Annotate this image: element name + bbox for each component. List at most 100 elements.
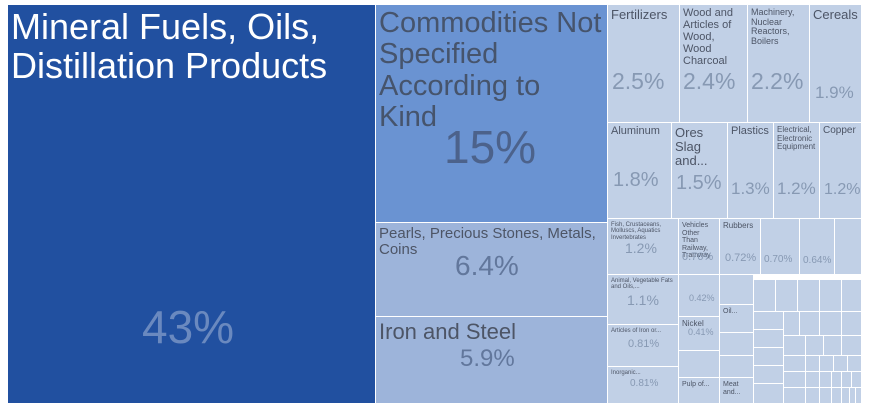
treemap-tile[interactable]: 0.70% — [761, 219, 800, 275]
treemap-tile[interactable]: Cereals 1.9% — [810, 5, 862, 123]
treemap-small-tile[interactable] — [720, 333, 754, 356]
treemap-small-tile[interactable] — [720, 356, 754, 378]
treemap-small-tile[interactable] — [720, 275, 754, 305]
treemap-small-tile[interactable] — [856, 388, 862, 404]
treemap-small-tile[interactable] — [832, 388, 842, 404]
treemap-small-tile[interactable] — [820, 280, 842, 312]
treemap-small-tile[interactable] — [806, 356, 820, 372]
treemap-small-tile[interactable] — [776, 280, 798, 312]
treemap-small-tile[interactable] — [834, 356, 848, 372]
treemap-tile[interactable]: Mineral Fuels, Oils, Distillation Produc… — [8, 5, 376, 404]
treemap-tile[interactable]: Electrical, Electronic Equipment 1.2% — [774, 123, 820, 219]
treemap-tile[interactable]: Copper 1.2% — [820, 123, 862, 219]
tile-label: Pulp of... — [682, 381, 710, 388]
tile-share: 0.42% — [689, 293, 715, 303]
treemap-small-tile[interactable] — [679, 351, 720, 378]
tile-share: 43% — [142, 301, 235, 353]
tile-share: 15% — [444, 121, 537, 173]
treemap-tile[interactable]: Machinery, Nuclear Reactors, Boilers 2.2% — [748, 5, 810, 123]
tile-share: 0.72% — [725, 252, 757, 264]
treemap-tile[interactable]: Inorganic... 0.81% — [608, 367, 679, 404]
treemap-small-tile[interactable] — [832, 372, 842, 388]
tile-share: 1.2% — [625, 240, 657, 256]
treemap-small-tile[interactable] — [798, 280, 820, 312]
treemap-small-tile[interactable] — [835, 219, 862, 275]
tile-share: 1.5% — [676, 172, 722, 194]
treemap-tile[interactable]: 0.42% — [679, 275, 720, 317]
tile-label: Aluminum — [611, 125, 660, 137]
treemap-small-tile[interactable] — [800, 312, 820, 336]
treemap-small-tile[interactable] — [754, 366, 784, 384]
treemap-small-tile[interactable] — [806, 336, 824, 356]
tile-share: 1.8% — [613, 169, 659, 191]
tile-label: Ores Slag and... — [675, 125, 708, 169]
tile-label: Articles of Iron or... — [611, 328, 662, 334]
tile-label: Mineral Fuels, Oils, Distillation Produc… — [11, 6, 328, 86]
treemap-tile[interactable]: Fertilizers 2.5% — [608, 5, 680, 123]
treemap-tile[interactable]: Oil... — [720, 305, 754, 333]
treemap-tile[interactable]: Rubbers 0.72% — [720, 219, 761, 275]
treemap-small-tile[interactable] — [850, 388, 856, 404]
treemap-small-tile[interactable] — [820, 312, 842, 336]
treemap-small-tile[interactable] — [842, 336, 862, 356]
treemap-small-tile[interactable] — [842, 372, 852, 388]
tile-label: Animal, Vegetable Fats and Oils,... — [611, 278, 673, 291]
treemap-small-tile[interactable] — [852, 372, 862, 388]
tile-share: 1.3% — [731, 179, 770, 198]
tile-label: Plastics — [731, 125, 769, 137]
treemap-tile[interactable]: Fish, Crustaceans, Molluscs, Aquatics In… — [608, 219, 679, 275]
treemap-small-tile[interactable] — [754, 312, 784, 330]
treemap-small-tile[interactable] — [784, 312, 800, 336]
treemap-small-tile[interactable] — [820, 372, 832, 388]
treemap-small-tile[interactable] — [842, 388, 850, 404]
treemap-tile[interactable]: Animal, Vegetable Fats and Oils,... 1.1% — [608, 275, 679, 325]
tile-share: 5.9% — [460, 345, 515, 372]
tile-label: Machinery, Nuclear Reactors, Boilers — [751, 7, 795, 47]
treemap-small-tile[interactable] — [784, 388, 806, 404]
tile-share: 0.76% — [682, 251, 714, 263]
treemap-small-tile[interactable] — [784, 372, 806, 388]
tile-label: Electrical, Electronic Equipment — [777, 125, 816, 152]
tile-share: 0.64% — [803, 255, 832, 266]
tile-label: Fertilizers — [611, 7, 668, 22]
treemap-tile[interactable]: Wood and Articles of Wood, Wood Charcoal… — [680, 5, 748, 123]
treemap-small-tile[interactable] — [784, 336, 806, 356]
treemap-tile[interactable]: Commodities Not Specified According to K… — [376, 5, 608, 223]
treemap-tile[interactable]: Ores Slag and... 1.5% — [672, 123, 728, 219]
treemap-small-tile[interactable] — [754, 384, 784, 404]
treemap-tile[interactable]: 0.64% — [800, 219, 835, 275]
treemap-small-tile[interactable] — [754, 280, 776, 312]
treemap-small-tile[interactable] — [754, 330, 784, 348]
treemap-small-tile[interactable] — [820, 388, 832, 404]
treemap-tile[interactable]: Pearls, Precious Stones, Metals, Coins 6.… — [376, 223, 608, 317]
treemap-tile[interactable]: Articles of Iron or... 0.81% — [608, 325, 679, 367]
treemap-tile[interactable]: Plastics 1.3% — [728, 123, 774, 219]
treemap-tile[interactable]: Nickel 0.41% — [679, 317, 720, 351]
treemap-small-tile[interactable] — [824, 336, 842, 356]
tile-label: Copper — [823, 125, 856, 136]
tile-share: 2.5% — [612, 68, 665, 94]
treemap-tile[interactable]: Aluminum 1.8% — [608, 123, 672, 219]
treemap-tile[interactable]: Pulp of... — [679, 378, 720, 404]
treemap-tile[interactable]: Meat and... — [720, 378, 754, 404]
treemap-tile[interactable]: Iron and Steel 5.9% — [376, 317, 608, 404]
tile-share: 2.4% — [683, 68, 736, 94]
tile-label: Meat and... — [723, 381, 741, 396]
tile-label: Commodities Not Specified According to K… — [379, 7, 602, 133]
treemap-small-tile[interactable] — [784, 356, 806, 372]
tile-label: Cereals — [813, 7, 858, 22]
treemap-small-tile[interactable] — [806, 372, 820, 388]
tile-label: Pearls, Precious Stones, Metals, Coins — [379, 225, 596, 259]
tile-share: 0.81% — [628, 338, 660, 350]
treemap-small-tile[interactable] — [848, 356, 862, 372]
treemap-small-tile[interactable] — [806, 388, 820, 404]
treemap-tile[interactable]: Vehicles Other Than Railway, Tramway 0.76… — [679, 219, 720, 275]
treemap-small-tile[interactable] — [754, 348, 784, 366]
treemap-small-tile[interactable] — [820, 356, 834, 372]
tile-label: Oil... — [723, 308, 738, 315]
tile-share: 2.2% — [751, 68, 804, 94]
treemap-small-tile[interactable] — [842, 312, 862, 336]
tile-label: Inorganic... — [611, 370, 641, 376]
treemap-small-tile[interactable] — [842, 280, 862, 312]
